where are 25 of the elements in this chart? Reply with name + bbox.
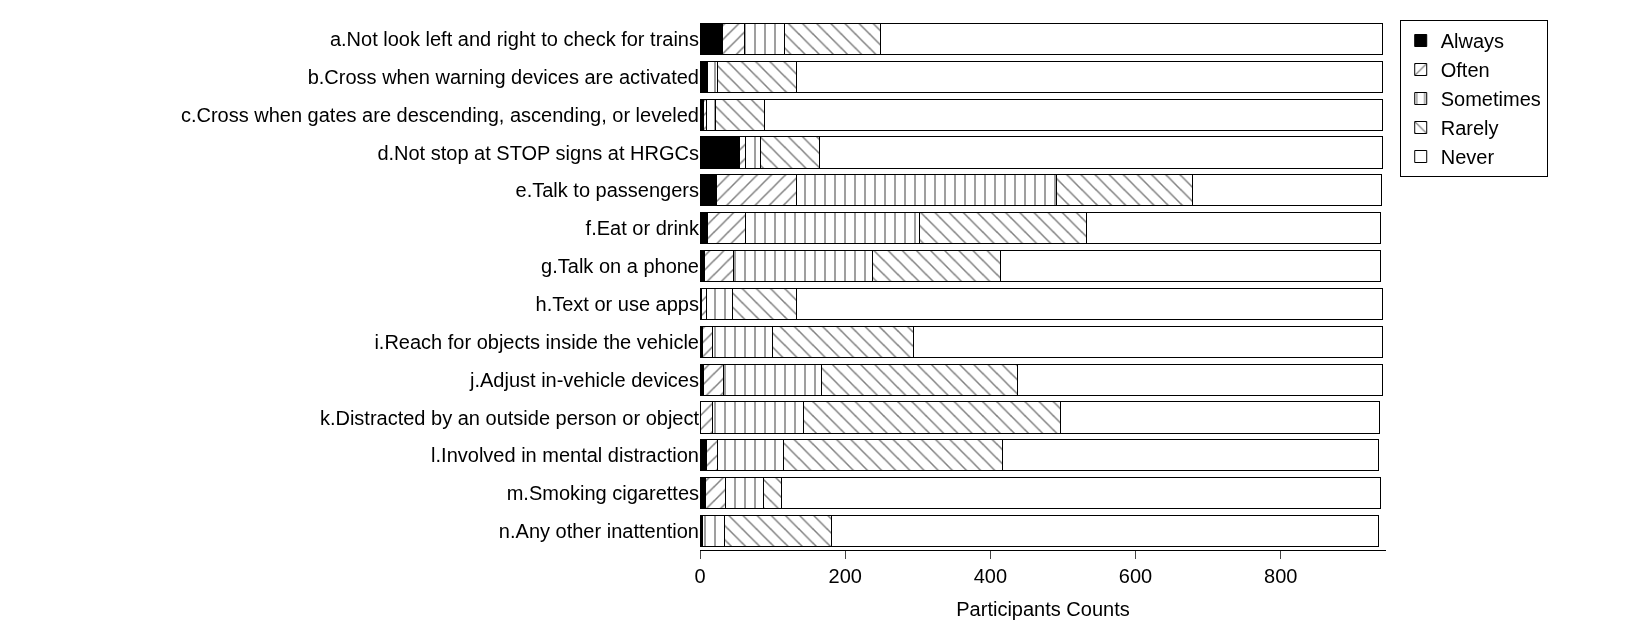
text: Sometimes [1440, 88, 1541, 111]
x-tick-label: 600 [1118, 565, 1153, 587]
y-tick-label: k.Distracted by an outside person or object [319, 406, 700, 429]
text: Rarely [1440, 117, 1499, 140]
x-tick-label: 0 [694, 565, 706, 587]
x-tick-label: 800 [1264, 565, 1298, 587]
x-tick-label: 200 [828, 565, 862, 587]
y-tick-label: d.Not stop at STOP signs at HRGCs [377, 141, 699, 164]
y-tick-label: e.Talk to passengers [515, 179, 699, 202]
y-tick-label: i.Reach for objects inside the vehicle [374, 330, 699, 353]
y-tick-label: m.Smoking cigarettes [506, 482, 699, 505]
y-tick-label: l.Involved in mental distraction [431, 444, 699, 467]
x-axis-title: Participants Counts [956, 597, 1130, 620]
y-tick-label: b.Cross when warning devices are activated [307, 65, 699, 88]
text: Often [1440, 59, 1490, 82]
y-tick-label: n.Any other inattention [498, 520, 699, 543]
legend-label: Never [1440, 146, 1495, 169]
y-tick-label: j.Adjust in-vehicle devices [469, 368, 699, 391]
x-tick-label: 400 [973, 565, 1008, 587]
y-tick-label: f.Eat or drink [585, 217, 700, 240]
legend-label: Always [1440, 30, 1505, 53]
y-tick-label: h.Text or use apps [535, 292, 699, 315]
y-tick-label: g.Talk on a phone [541, 255, 699, 278]
y-tick-label: c.Cross when gates are descending, ascending, or leveled [180, 103, 699, 126]
y-tick-label: a.Not look left and right to check for trains [329, 27, 699, 50]
